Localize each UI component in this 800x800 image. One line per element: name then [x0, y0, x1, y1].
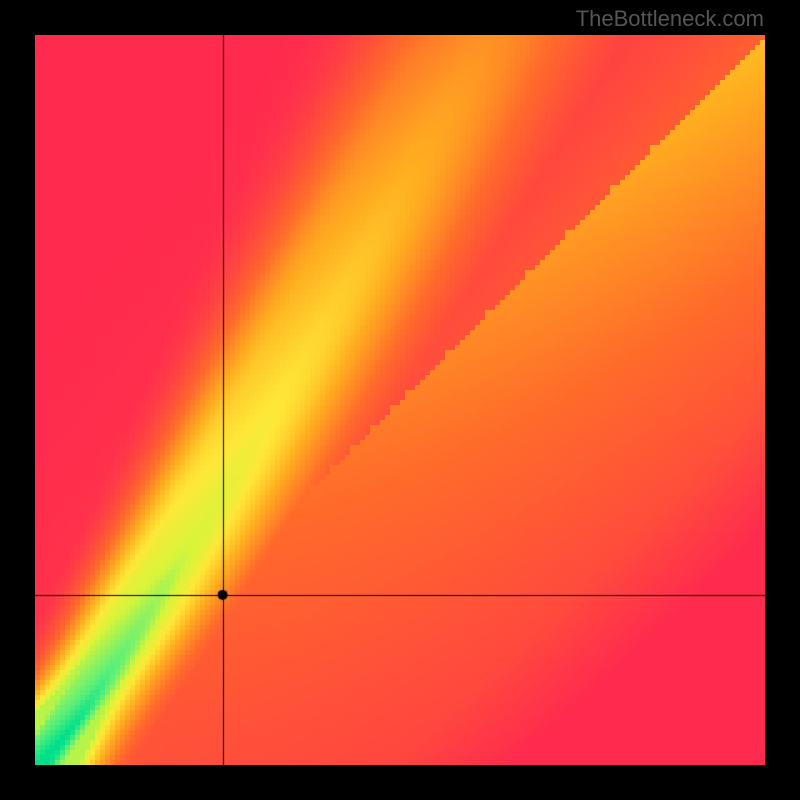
crosshair-overlay: [35, 35, 765, 765]
watermark-text: TheBottleneck.com: [576, 6, 764, 32]
chart-container: TheBottleneck.com: [0, 0, 800, 800]
